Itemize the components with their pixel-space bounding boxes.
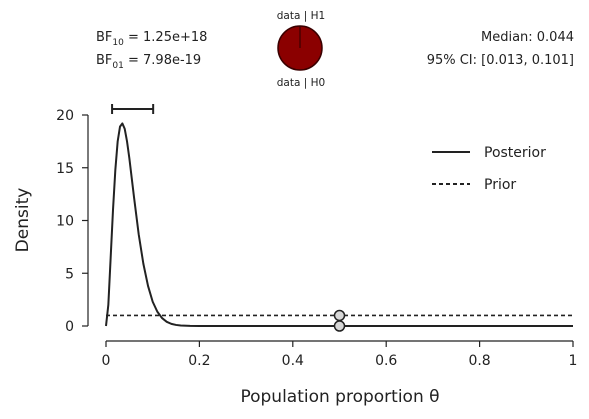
x-tick-label: 0.4 xyxy=(282,353,304,369)
y-tick-label: 10 xyxy=(56,214,74,230)
legend-posterior-label: Posterior xyxy=(484,145,546,161)
legend-prior-label: Prior xyxy=(484,177,516,193)
credible-interval xyxy=(111,104,155,114)
y-tick-label: 0 xyxy=(65,319,74,335)
x-tick-label: 1 xyxy=(569,353,578,369)
x-axis-title: Population proportion θ xyxy=(240,387,439,407)
posterior-line xyxy=(105,122,573,327)
x-tick-label: 0.2 xyxy=(188,353,210,369)
pie-bottom-label: data | H0 xyxy=(277,77,325,89)
prior-null-point xyxy=(333,309,346,322)
median-label: Median: 0.044 xyxy=(481,30,574,45)
bf01-label: BF01 = 7.98e-19 xyxy=(96,53,201,71)
y-tick-label: 5 xyxy=(65,266,74,282)
point-null-markers xyxy=(333,309,346,332)
legend: Posterior Prior xyxy=(432,145,546,193)
x-tick-label: 0 xyxy=(102,353,111,369)
x-tick-label: 0.6 xyxy=(375,353,397,369)
y-tick-label: 20 xyxy=(56,108,74,124)
y-axis-title: Density xyxy=(13,188,33,253)
y-ticks: 0 5 10 15 20 xyxy=(56,108,88,335)
x-tick-label: 0.8 xyxy=(468,353,490,369)
bf10-label: BF10 = 1.25e+18 xyxy=(96,30,207,48)
posterior-null-point xyxy=(333,320,346,332)
posterior-series xyxy=(105,122,573,327)
x-ticks: 0 0.2 0.4 0.6 0.8 1 xyxy=(102,341,578,369)
pie-top-label: data | H1 xyxy=(277,10,325,22)
ci-label: 95% CI: [0.013, 0.101] xyxy=(427,53,574,68)
y-tick-label: 15 xyxy=(56,161,74,177)
